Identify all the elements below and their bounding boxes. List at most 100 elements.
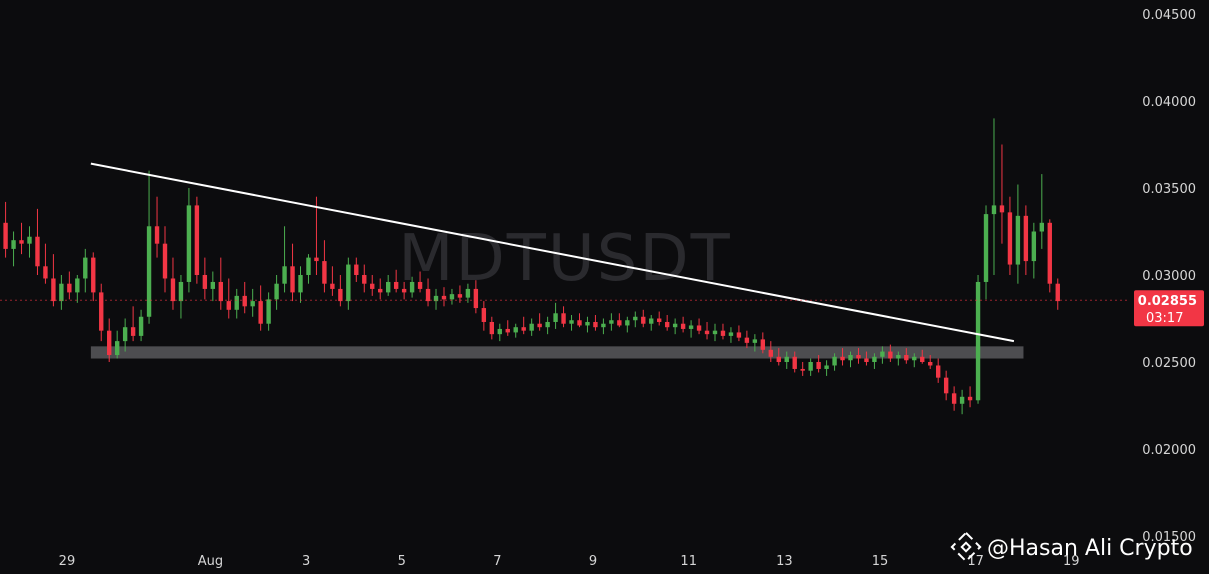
candle xyxy=(441,287,447,307)
candle-body xyxy=(529,323,534,331)
candle xyxy=(497,323,502,342)
candle xyxy=(186,188,192,293)
candle-body xyxy=(242,295,247,307)
candle xyxy=(625,316,630,333)
candle xyxy=(537,313,542,331)
candle xyxy=(338,275,343,307)
candle xyxy=(688,320,694,338)
candle-body xyxy=(226,301,231,310)
candle xyxy=(888,344,893,362)
candle xyxy=(529,318,534,336)
candle-body xyxy=(1023,215,1029,262)
candle xyxy=(832,353,837,371)
candle xyxy=(935,358,941,383)
candle-body xyxy=(314,257,319,262)
price-badge-background xyxy=(1134,290,1204,327)
candle-body xyxy=(896,355,901,359)
candle xyxy=(704,321,710,340)
candle xyxy=(712,323,718,342)
candle-body xyxy=(601,323,606,328)
candle xyxy=(680,316,686,333)
candle xyxy=(417,271,423,293)
candle-body xyxy=(569,320,574,324)
candle xyxy=(577,313,582,328)
candle-body xyxy=(888,351,893,359)
candle xyxy=(609,313,614,331)
candle xyxy=(433,288,439,310)
candle xyxy=(1055,278,1060,310)
candle xyxy=(250,288,255,317)
candle-body xyxy=(218,281,223,302)
candle-body xyxy=(11,240,16,249)
candle-body xyxy=(593,321,598,328)
candle xyxy=(385,275,391,296)
candle-body xyxy=(935,365,941,378)
candle-body xyxy=(354,264,359,275)
candle-body xyxy=(736,332,742,338)
candle xyxy=(266,292,271,331)
candle-body xyxy=(1055,283,1060,302)
candle xyxy=(505,320,510,336)
trendline-layer xyxy=(90,162,1015,343)
candle-body xyxy=(19,240,24,244)
candle xyxy=(3,201,8,258)
candle xyxy=(138,309,144,342)
candle-body xyxy=(385,281,391,293)
candle-body xyxy=(951,393,957,404)
candle xyxy=(274,275,279,310)
candle-body xyxy=(234,295,239,310)
candle xyxy=(202,257,208,300)
candle-body xyxy=(943,377,949,394)
support-zone xyxy=(90,346,1024,359)
candle-body xyxy=(999,205,1005,213)
candle xyxy=(920,349,925,364)
candle xyxy=(83,248,88,293)
y-tick-label: 0.04000 xyxy=(1142,95,1196,110)
candle-body xyxy=(1047,222,1052,284)
candle-body xyxy=(696,325,702,331)
candle xyxy=(800,362,805,376)
x-tick-label: 29 xyxy=(59,554,76,569)
candle xyxy=(928,355,933,369)
x-tick-label: 9 xyxy=(589,554,597,569)
candle xyxy=(99,283,104,342)
candle xyxy=(896,351,901,366)
y-tick-label: 0.03500 xyxy=(1142,182,1196,197)
candle-body xyxy=(784,356,789,362)
candle xyxy=(67,271,72,300)
candle-body xyxy=(83,257,88,279)
candle-body xyxy=(840,356,845,361)
candle-body xyxy=(609,320,614,324)
candle xyxy=(593,315,598,331)
candle-body xyxy=(657,318,662,322)
candle-body xyxy=(824,365,829,369)
candle xyxy=(481,301,487,331)
candle xyxy=(1039,174,1045,249)
candle xyxy=(728,327,734,343)
candle-body xyxy=(561,313,566,324)
candle-body xyxy=(266,299,271,324)
candle xyxy=(35,208,40,275)
x-tick-label: 5 xyxy=(398,554,406,569)
candle-body xyxy=(1007,212,1013,265)
candle-body xyxy=(497,328,502,335)
candle xyxy=(290,243,295,302)
candle-body xyxy=(975,281,981,401)
candle-body xyxy=(107,330,112,356)
candle-body xyxy=(370,283,375,289)
x-tick-label: Aug xyxy=(198,554,223,569)
candle xyxy=(354,257,359,282)
candle xyxy=(91,252,96,302)
candle xyxy=(617,313,622,328)
candle xyxy=(848,351,853,368)
y-tick-label: 0.03000 xyxy=(1142,269,1196,284)
candle-body xyxy=(473,288,479,309)
candle xyxy=(816,355,821,373)
candle-body xyxy=(178,281,184,302)
candle xyxy=(1015,184,1021,284)
candle xyxy=(43,243,48,284)
candle-body xyxy=(577,320,582,326)
candle-body xyxy=(872,356,877,362)
candle xyxy=(840,348,845,366)
